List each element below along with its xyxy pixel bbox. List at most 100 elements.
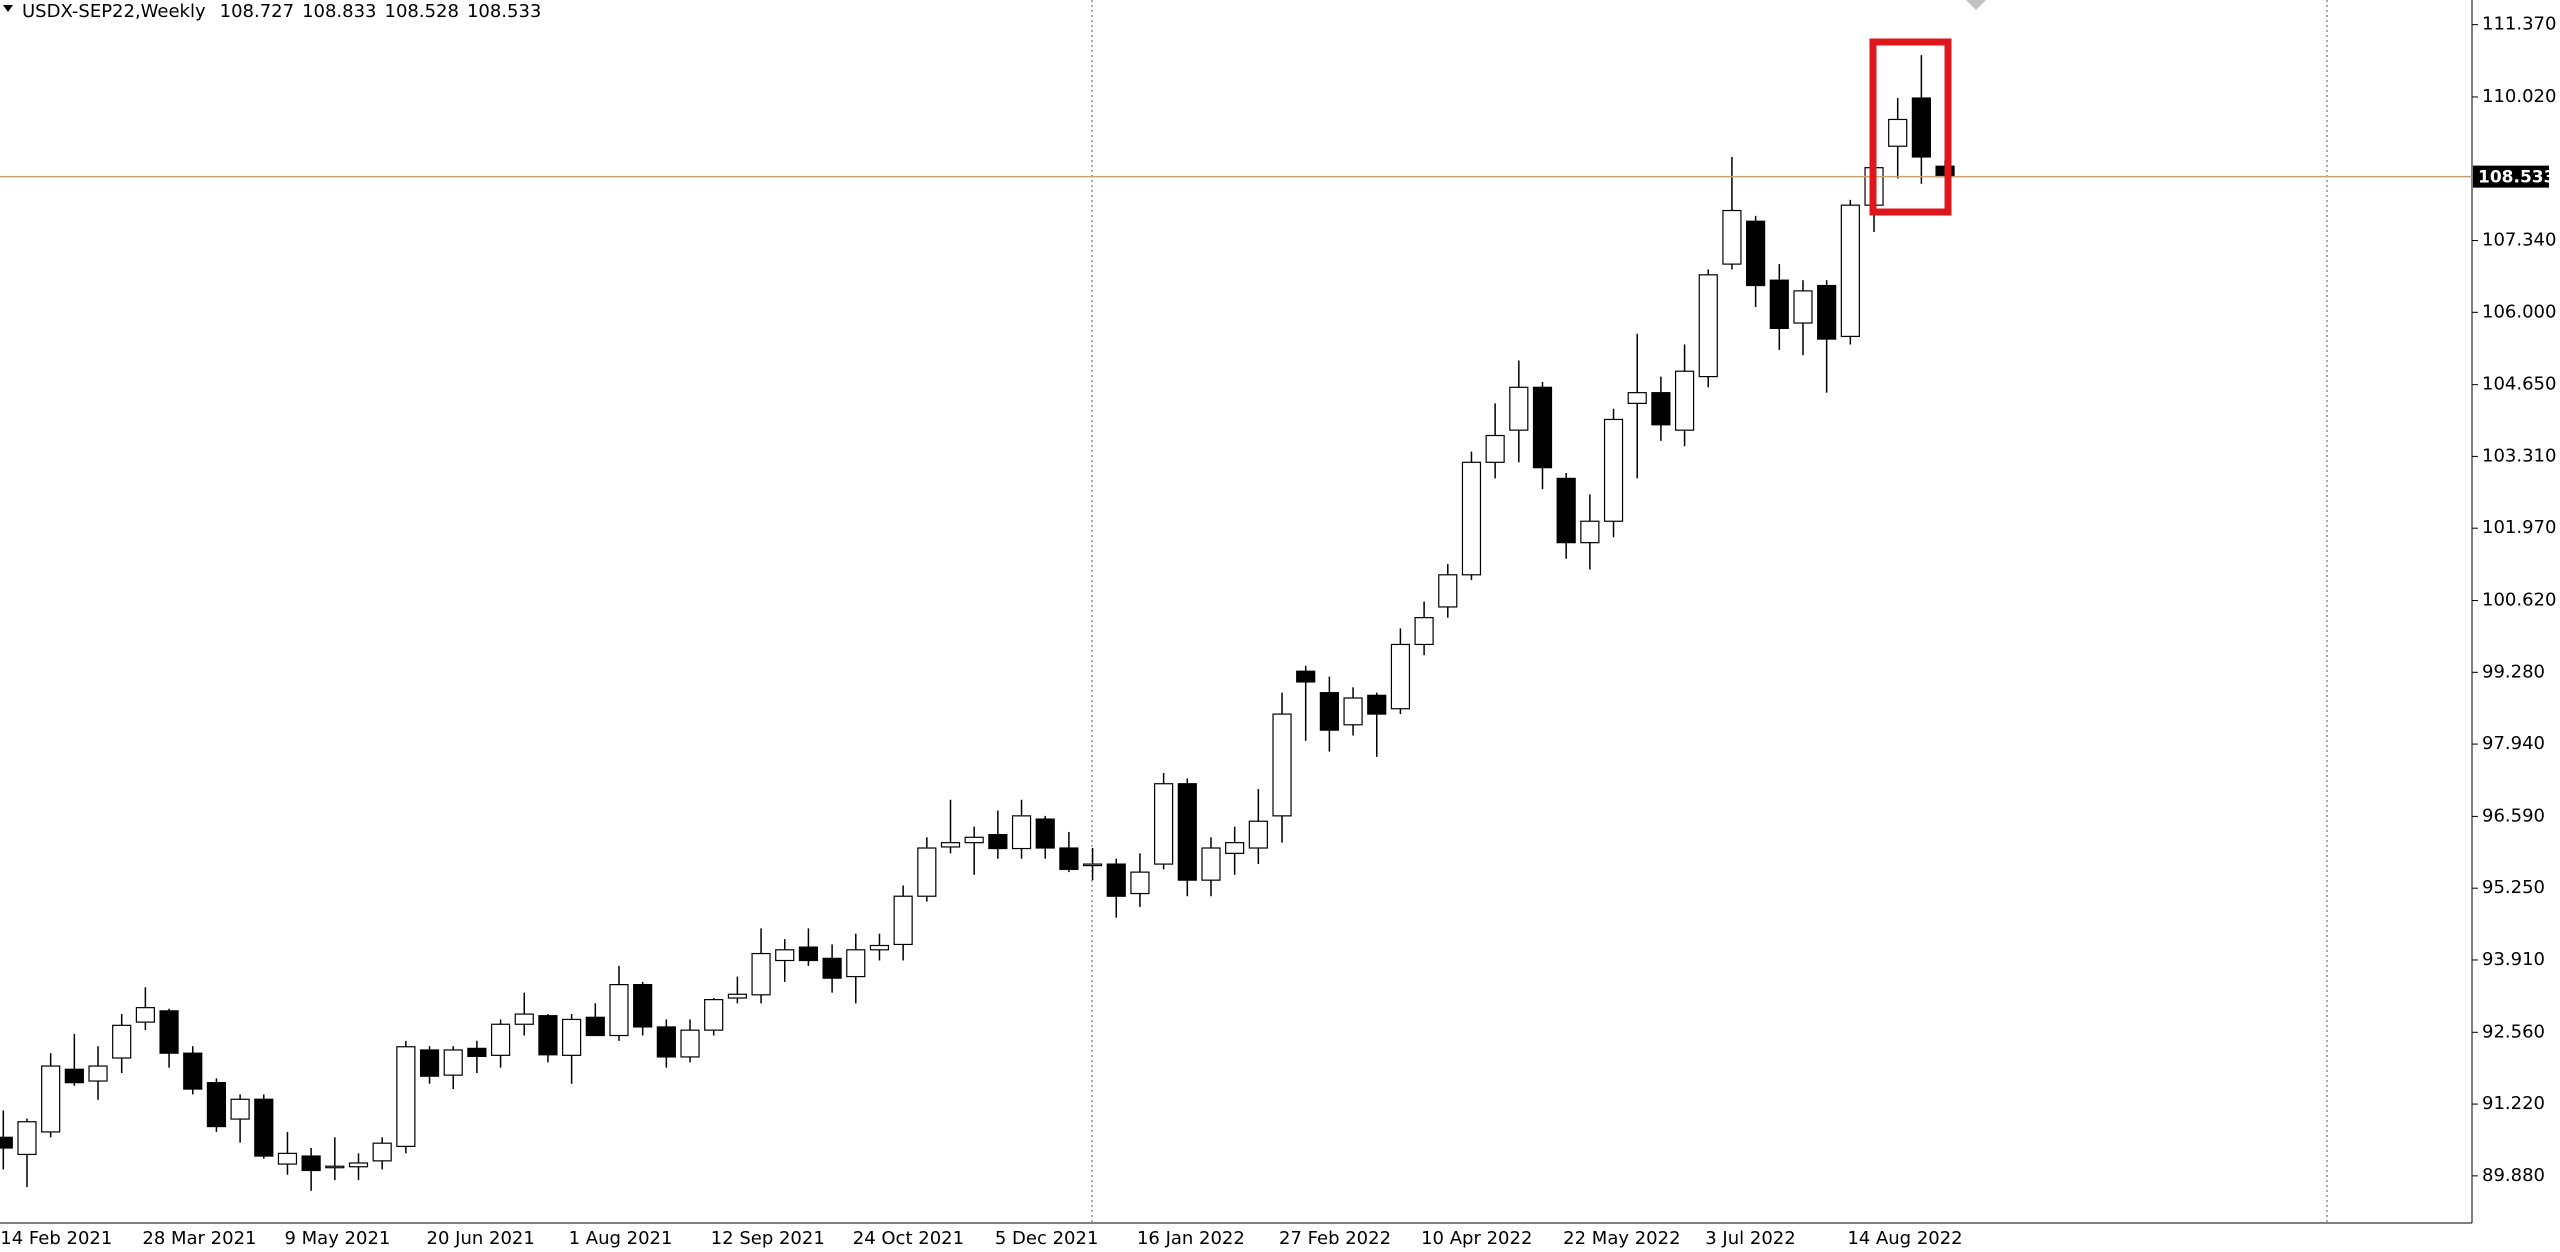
candle-body xyxy=(1414,617,1434,646)
scroll-marker xyxy=(1966,0,1986,10)
candle-body xyxy=(562,1018,582,1056)
candle-body xyxy=(277,1152,298,1165)
y-tick-label: 110.020 xyxy=(2482,86,2556,107)
candle-body xyxy=(798,946,819,962)
candle-body xyxy=(1509,386,1529,431)
candle-body xyxy=(1911,97,1931,158)
y-tick-label: 97.940 xyxy=(2482,733,2545,754)
candle-body xyxy=(964,836,984,844)
x-tick-label: 14 Feb 2021 xyxy=(0,1228,112,1249)
highlight-box xyxy=(1869,38,1952,216)
candle-body xyxy=(1082,863,1103,867)
y-tick-label: 101.970 xyxy=(2482,517,2556,538)
candle-body xyxy=(112,1024,132,1059)
candle-body xyxy=(1769,279,1789,329)
chart-header: USDX-SEP22,Weekly 108.727 108.833 108.528 10… xyxy=(22,1,541,22)
x-tick-label: 14 Aug 2022 xyxy=(1847,1228,1962,1249)
candle-body xyxy=(1461,461,1482,576)
price-label: 108.533 xyxy=(2478,168,2555,188)
candle-body xyxy=(633,984,653,1028)
x-tick-label: 22 May 2022 xyxy=(1563,1228,1680,1249)
y-tick-label: 104.650 xyxy=(2482,374,2556,395)
x-tick-label: 10 Apr 2022 xyxy=(1421,1228,1532,1249)
candle-body xyxy=(1485,434,1505,463)
candle-body xyxy=(348,1162,369,1168)
candle-body xyxy=(64,1068,84,1084)
candle-body xyxy=(1627,392,1647,404)
candle-body xyxy=(467,1047,487,1057)
y-tick-label: 99.280 xyxy=(2482,661,2545,682)
candle-body xyxy=(1035,818,1055,849)
candle-body xyxy=(1556,477,1576,544)
x-tick-label: 27 Feb 2022 xyxy=(1279,1228,1391,1249)
candle-body xyxy=(135,1007,155,1023)
y-tick-label: 93.910 xyxy=(2482,949,2545,970)
x-tick-label: 28 Mar 2021 xyxy=(142,1228,256,1249)
candle-body xyxy=(940,842,961,848)
candle-body xyxy=(538,1015,558,1056)
candle-body xyxy=(1272,713,1292,817)
x-tick-label: 20 Jun 2021 xyxy=(427,1228,535,1249)
candle-body xyxy=(1438,574,1458,608)
candle-body xyxy=(751,952,771,996)
candle-body xyxy=(1319,692,1339,731)
candle-body xyxy=(1722,209,1742,265)
close-value: 108.533 xyxy=(467,1,541,22)
candle-body xyxy=(206,1082,227,1128)
candle-body xyxy=(230,1098,250,1120)
candle-body xyxy=(1343,697,1363,726)
candle-body xyxy=(775,949,795,962)
y-tick-label: 100.620 xyxy=(2482,590,2556,611)
x-tick-label: 16 Jan 2022 xyxy=(1137,1228,1245,1249)
candle-body xyxy=(1793,290,1813,324)
candle-body xyxy=(0,1136,13,1149)
candle-body xyxy=(396,1046,416,1147)
menu-triangle[interactable] xyxy=(3,5,13,12)
candle-body xyxy=(1177,783,1197,881)
candle-body xyxy=(490,1023,511,1056)
candle-body xyxy=(585,1016,605,1037)
open-value: 108.727 xyxy=(220,1,294,22)
candle-body xyxy=(443,1049,463,1076)
candle-body xyxy=(846,949,866,978)
x-tick-label: 3 Jul 2022 xyxy=(1705,1228,1795,1249)
price-label-box xyxy=(2473,165,2549,188)
candle-body xyxy=(254,1098,274,1157)
candle-body xyxy=(1651,392,1671,426)
candle-body xyxy=(183,1052,203,1090)
candle-body xyxy=(1840,204,1860,338)
candle-body xyxy=(325,1165,345,1169)
marks: 89.880 91.220 92.560 93.910 95.250 96.590 97.9… xyxy=(0,14,2556,1249)
candle-body xyxy=(1698,274,1718,378)
candle-body xyxy=(1154,783,1174,865)
candle-body xyxy=(1248,820,1268,849)
candle-body xyxy=(704,999,724,1031)
candle-body xyxy=(727,993,747,999)
candle-body xyxy=(1011,815,1032,850)
candle-body xyxy=(1367,694,1387,715)
candle-body xyxy=(822,957,842,979)
x-tick-label: 9 May 2021 xyxy=(284,1228,390,1249)
candle-body xyxy=(1201,847,1221,881)
candle-body xyxy=(1580,520,1600,544)
candle-body xyxy=(1390,643,1411,710)
candle-body xyxy=(1888,118,1908,147)
candle-body xyxy=(1817,284,1837,340)
high-value: 108.833 xyxy=(302,1,376,22)
x-tick-label: 24 Oct 2021 xyxy=(853,1228,964,1249)
candle-body xyxy=(988,834,1008,850)
y-tick-label: 103.310 xyxy=(2482,445,2556,466)
candle-body xyxy=(1603,418,1624,522)
y-tick-label: 107.340 xyxy=(2482,230,2556,251)
x-tick-label: 12 Sep 2021 xyxy=(711,1228,825,1249)
candle-body xyxy=(1674,370,1695,431)
candle-body xyxy=(893,895,913,946)
candle-body xyxy=(1130,871,1150,895)
candle-body xyxy=(372,1142,392,1162)
candle-body xyxy=(159,1010,179,1054)
candle-body xyxy=(917,847,937,897)
y-tick-label: 91.220 xyxy=(2482,1093,2545,1114)
candle-body xyxy=(869,944,890,951)
